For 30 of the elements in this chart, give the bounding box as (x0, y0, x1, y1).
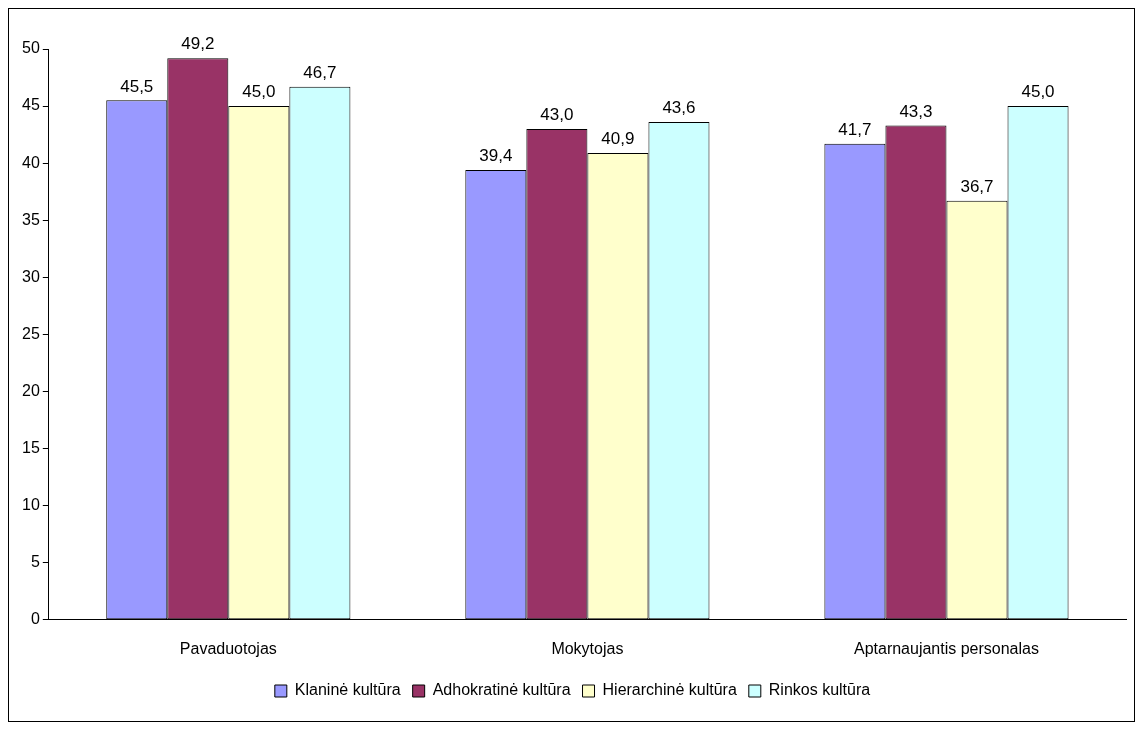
x-tick-label: Pavaduotojas (179, 639, 277, 657)
y-tick-label: 30 (22, 267, 40, 285)
x-tick-label: Aptarnaujantis personalas (853, 639, 1039, 657)
data-label: 41,7 (838, 119, 872, 139)
y-tick-label: 0 (30, 610, 40, 628)
data-label: 49,2 (181, 34, 215, 54)
y-tick-label: 20 (22, 381, 40, 399)
data-label: 45,5 (120, 76, 154, 96)
data-label: 43,3 (899, 101, 933, 121)
data-label: 45,0 (242, 82, 276, 102)
legend-label: Klaninė kultūra (294, 681, 401, 699)
y-tick-label: 35 (22, 210, 40, 228)
y-tick-label: 15 (22, 438, 40, 456)
data-label: 43,6 (662, 98, 696, 118)
legend-label: Hierarchinė kultūra (602, 681, 737, 699)
x-tick-label: Mokytojas (551, 639, 624, 657)
y-tick-label: 25 (22, 324, 40, 342)
y-tick-label: 5 (30, 553, 40, 571)
data-label: 45,0 (1021, 82, 1055, 102)
data-label: 40,9 (601, 129, 635, 149)
data-label: 39,4 (479, 146, 513, 166)
data-label: 46,7 (303, 62, 337, 82)
legend-label: Adhokratinė kultūra (432, 681, 571, 699)
data-label: 36,7 (960, 177, 994, 197)
y-tick-label: 40 (22, 153, 40, 171)
legend-label: Rinkos kultūra (768, 681, 871, 699)
y-tick-label: 50 (22, 39, 40, 57)
data-label: 43,0 (540, 105, 574, 125)
y-tick-label: 45 (22, 96, 40, 114)
y-tick-label: 10 (22, 496, 40, 514)
